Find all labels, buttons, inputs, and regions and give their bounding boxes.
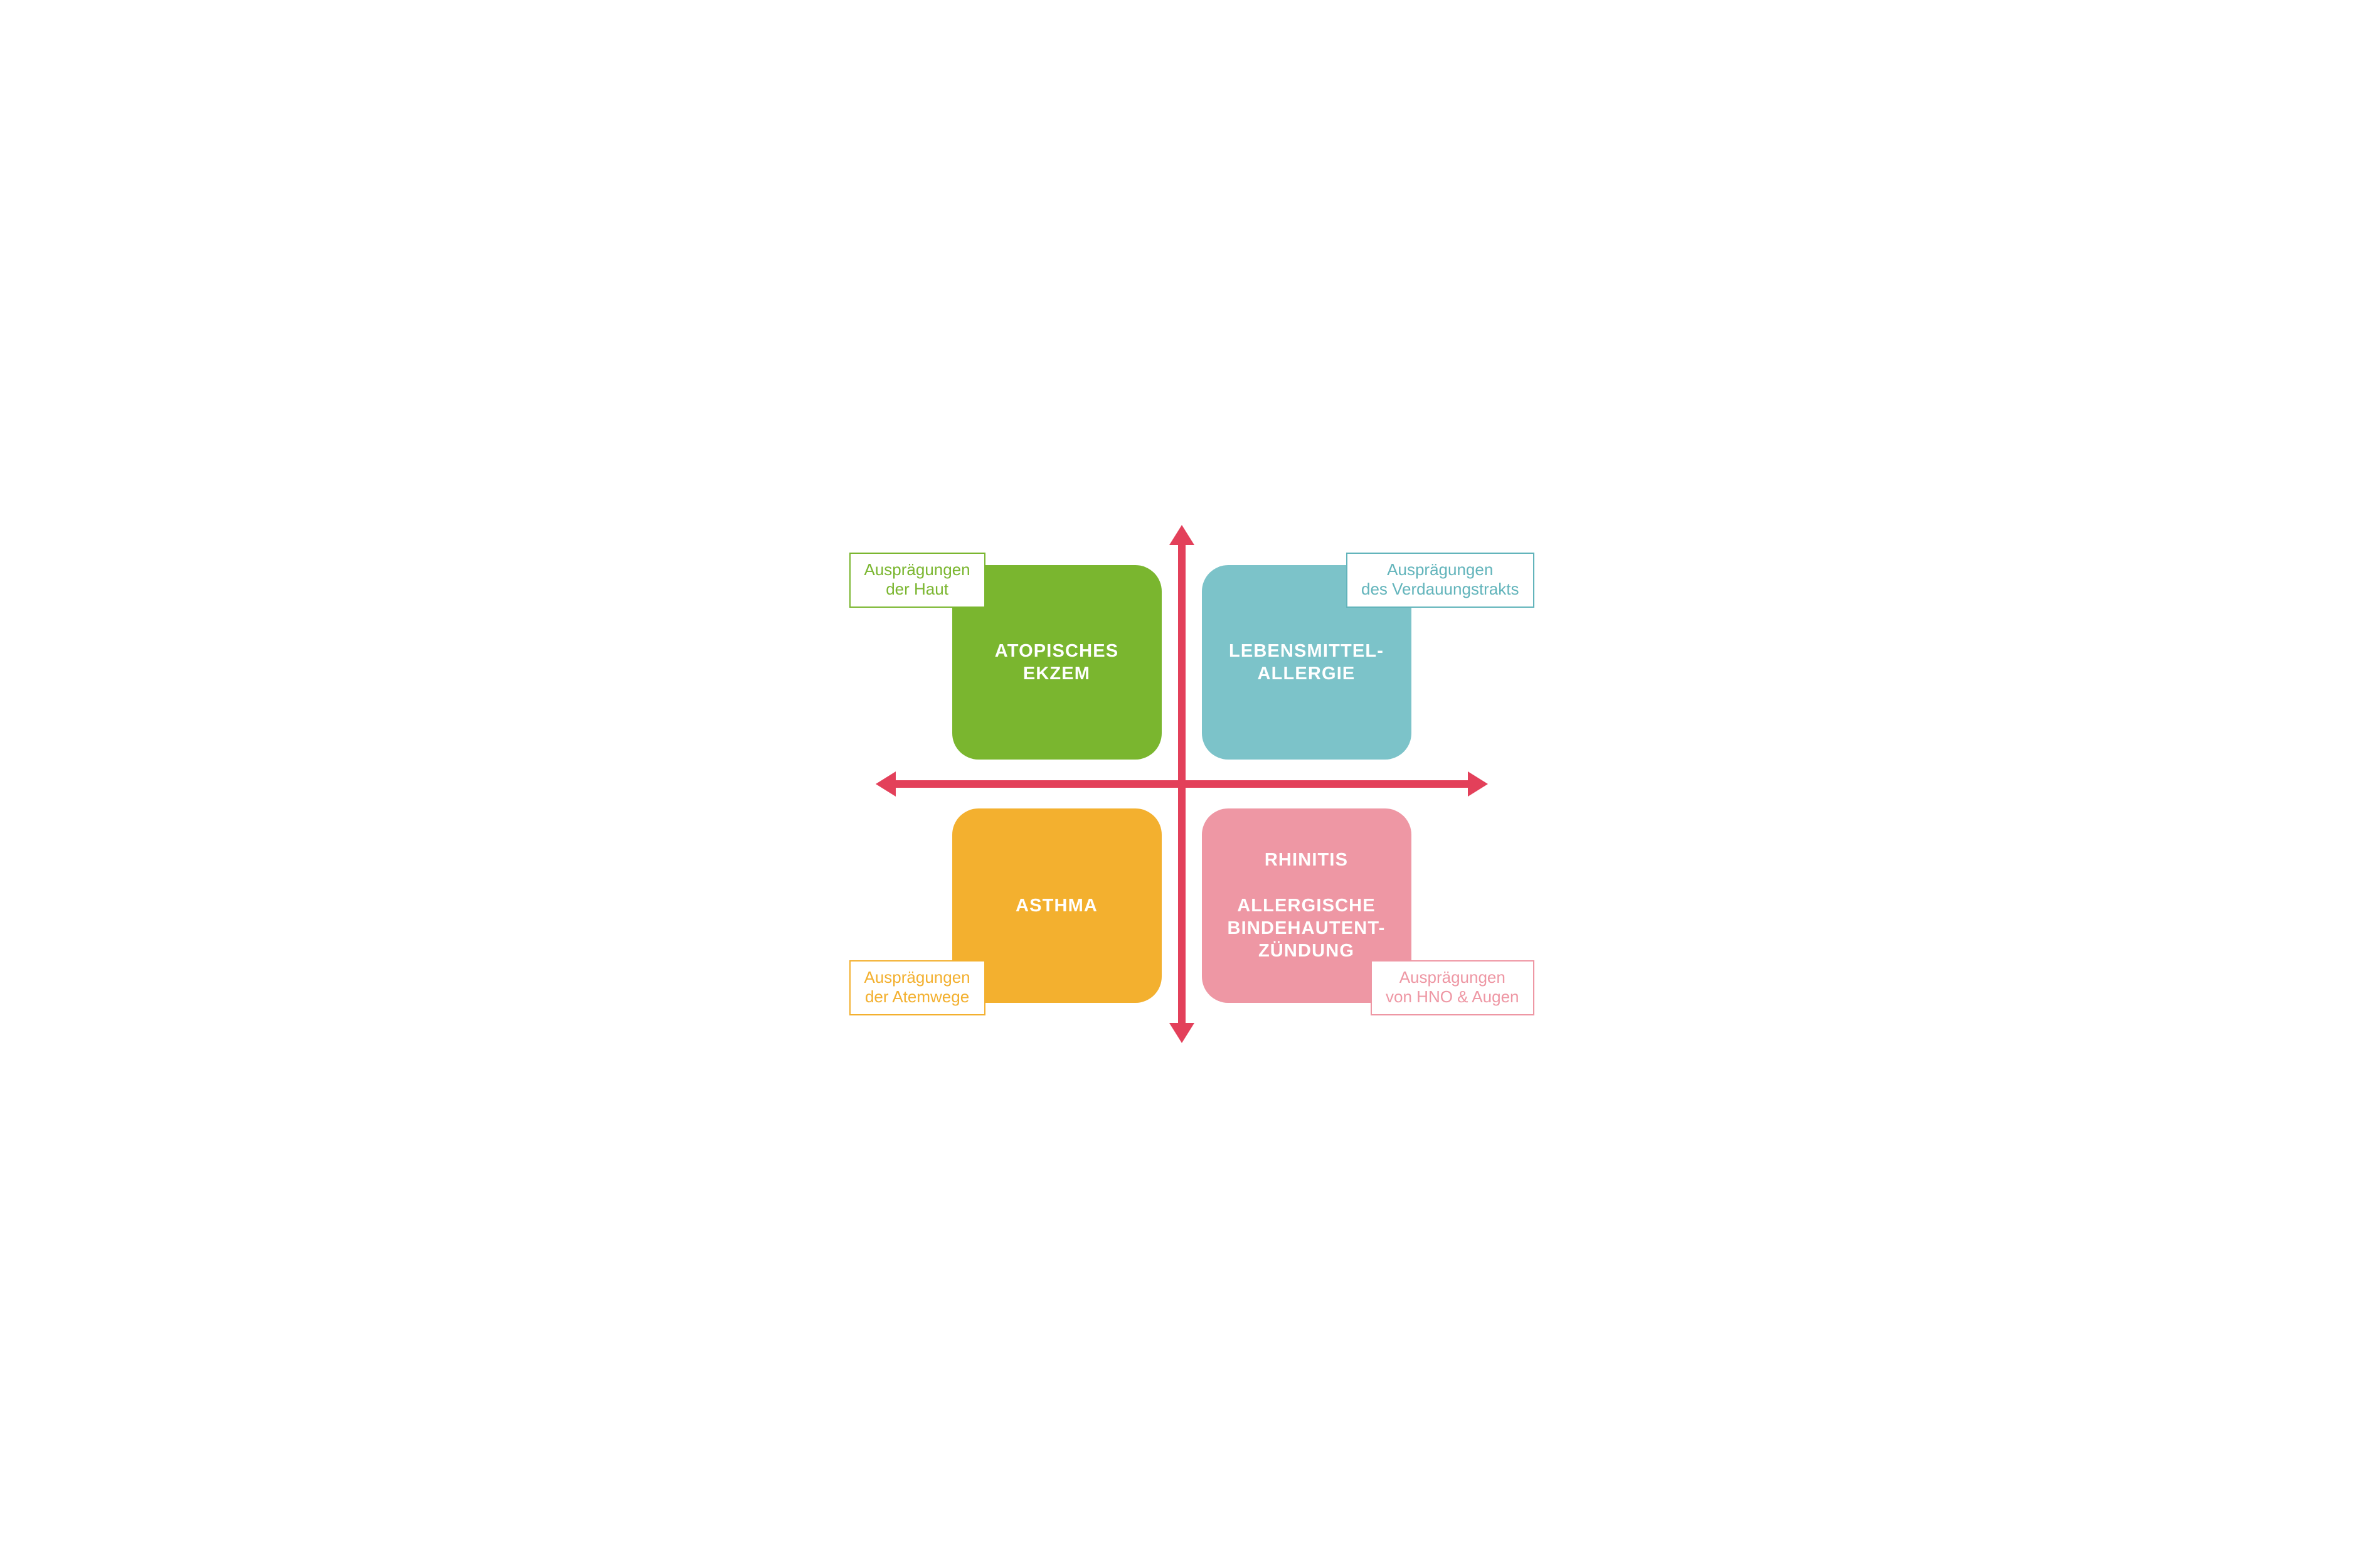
title-line: ATOPISCHES: [995, 641, 1118, 661]
arrow-down-icon: [1169, 1023, 1194, 1043]
arrow-right-icon: [1468, 771, 1488, 797]
quadrant-title: RHINITIS ALLERGISCHE BINDEHAUTENT- ZÜNDU…: [1228, 849, 1386, 962]
quadrant-title: ASTHMA: [1016, 894, 1098, 917]
tag-line: des Verdauungstrakts: [1361, 580, 1519, 598]
tag-line: Ausprägungen: [864, 968, 970, 987]
tag-line: Ausprägungen: [1387, 560, 1493, 579]
title-line: ALLERGISCHE: [1237, 896, 1376, 916]
tag-line: Ausprägungen: [864, 560, 970, 579]
tag-bottom-right: Ausprägungen von HNO & Augen: [1371, 960, 1534, 1015]
title-line: EKZEM: [1023, 664, 1090, 684]
title-line: BINDEHAUTENT-: [1228, 918, 1386, 938]
quadrant-title: ATOPISCHES EKZEM: [995, 640, 1118, 686]
quadrant-diagram: ATOPISCHES EKZEM LEBENSMITTEL- ALLERGIE …: [762, 505, 1602, 1063]
arrow-left-icon: [876, 771, 896, 797]
quadrant-title: LEBENSMITTEL- ALLERGIE: [1229, 640, 1384, 686]
tag-line: der Haut: [886, 580, 948, 598]
tag-bottom-left: Ausprägungen der Atemwege: [849, 960, 985, 1015]
title-line: LEBENSMITTEL-: [1229, 641, 1384, 661]
title-line: ALLERGIE: [1258, 664, 1356, 684]
title-line: ASTHMA: [1016, 896, 1098, 916]
tag-line: Ausprägungen: [1399, 968, 1505, 987]
arrow-up-icon: [1169, 525, 1194, 545]
title-line: RHINITIS: [1265, 850, 1348, 870]
title-line: ZÜNDUNG: [1258, 941, 1354, 961]
tag-line: der Atemwege: [865, 987, 969, 1006]
axis-horizontal: [893, 780, 1470, 788]
tag-line: von HNO & Augen: [1386, 987, 1519, 1006]
tag-top-left: Ausprägungen der Haut: [849, 553, 985, 608]
tag-top-right: Ausprägungen des Verdauungstrakts: [1346, 553, 1534, 608]
